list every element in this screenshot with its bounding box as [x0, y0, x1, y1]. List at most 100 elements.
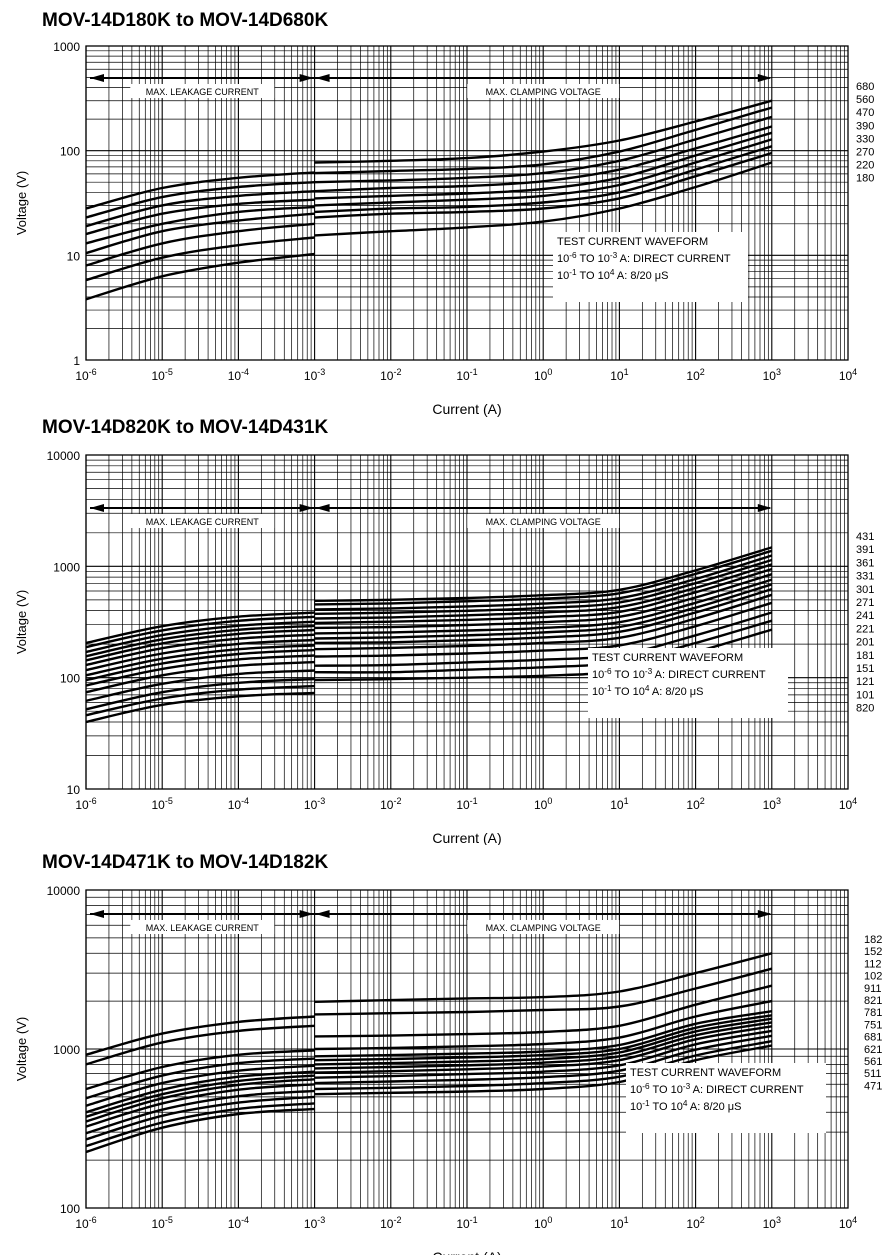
x-tick-label: 10-2	[380, 1215, 401, 1231]
series-label: 121	[856, 676, 874, 688]
series-line-621-clamping	[314, 1029, 773, 1079]
arrowhead	[90, 910, 104, 918]
series-line-220-clamping	[314, 151, 773, 219]
series-line-911-clamping	[314, 1010, 772, 1058]
series-line-361-clamping	[314, 558, 773, 615]
series-label: 221	[856, 623, 874, 635]
series-label: 561	[864, 1056, 882, 1068]
note-line-2: 10-6 TO 10-3 A: DIRECT CURRENT	[630, 1082, 804, 1097]
y-tick-label: 100	[60, 145, 80, 159]
x-tick-label: 10-3	[304, 796, 325, 812]
grid	[85, 454, 849, 790]
series-line-241-clamping	[314, 578, 773, 635]
series-label: 181	[856, 650, 874, 662]
y-axis: 10 100 1000 10000 Voltage (V)	[14, 449, 80, 797]
series-line-270-clamping	[314, 145, 773, 214]
x-tick-label: 10-5	[152, 367, 173, 383]
series-line-680-clamping	[314, 106, 773, 175]
y-tick-label: 1000	[53, 1043, 80, 1057]
label-bg	[130, 514, 275, 528]
series-label: 220	[856, 160, 874, 172]
series-line-391-clamping	[314, 554, 773, 611]
series-line-511-leakage	[85, 1102, 315, 1148]
clamping-region-label: MAX. CLAMPING VOLTAGE	[486, 517, 601, 527]
series-line-112-leakage	[85, 1049, 315, 1091]
note-line-3: 10-1 TO 104 A: 8/20 μS	[592, 684, 703, 699]
chart-panel-2: MOV-14D820K to MOV-14D431K MAX. LEAKAGE …	[0, 415, 883, 845]
series-line-201-leakage	[85, 654, 315, 687]
series-group	[85, 952, 773, 1154]
plot-frame	[85, 454, 849, 790]
series-line-top-leakage	[85, 171, 315, 210]
series-label: 201	[856, 637, 874, 649]
y-axis: 1 10 100 1000 Voltage (V)	[14, 40, 80, 368]
series-line-121-clamping	[314, 611, 773, 667]
series-label: 820	[856, 703, 874, 715]
x-axis-label: Current (A)	[432, 1249, 501, 1255]
series-line-181-leakage	[85, 660, 315, 694]
arrowhead	[90, 504, 104, 512]
note-line-2: 10-6 TO 10-3 A: DIRECT CURRENT	[592, 667, 766, 682]
x-tick-label: 103	[763, 367, 781, 383]
series-label: 390	[856, 120, 874, 132]
arrowhead	[315, 910, 330, 918]
series-label: 152	[864, 946, 882, 958]
chart-panel-3: MOV-14D471K to MOV-14D182K MAX. LEAKAGE …	[0, 850, 883, 1255]
series-line-102-leakage	[85, 1057, 315, 1100]
test-waveform-note: TEST CURRENT WAVEFORM 10-6 TO 10-3 A: DIR…	[553, 232, 748, 302]
chart-title: MOV-14D471K to MOV-14D182K	[42, 852, 329, 873]
note-line-1: TEST CURRENT WAVEFORM	[630, 1067, 781, 1079]
series-line-681-leakage	[85, 1083, 315, 1128]
series-label: 180	[856, 173, 874, 185]
series-label: 681	[864, 1032, 882, 1044]
arrowhead	[757, 910, 772, 918]
series-line-112-clamping	[314, 984, 773, 1038]
x-axis: 10-6 10-5 10-4 10-3 10-2 10-1 100 101 102 103 104 C…	[75, 1215, 857, 1255]
series-line-560-leakage	[85, 190, 315, 228]
note-line-3: 10-1 TO 104 A: 8/20 μS	[557, 268, 668, 283]
y-tick-label: 1	[73, 354, 80, 368]
series-line-102-clamping	[314, 999, 773, 1051]
series-label: 751	[864, 1019, 882, 1031]
label-bg	[130, 84, 275, 98]
note-bg	[588, 648, 788, 718]
series-label: 560	[856, 94, 874, 106]
series-label: 470	[856, 107, 874, 119]
y-tick-label: 1000	[53, 40, 80, 54]
x-tick-label: 10-6	[75, 367, 96, 383]
x-tick-label: 10-6	[75, 1215, 96, 1231]
test-waveform-note: TEST CURRENT WAVEFORM 10-6 TO 10-3 A: DIR…	[626, 1063, 826, 1133]
y-axis-label: Voltage (V)	[14, 1017, 29, 1081]
note-bg	[553, 232, 748, 302]
series-line-221-leakage	[85, 648, 315, 682]
series-label: 781	[864, 1007, 882, 1019]
chart-title: MOV-14D180K to MOV-14D680K	[42, 10, 329, 31]
series-line-821-leakage	[85, 1070, 315, 1114]
series-label: 391	[856, 544, 874, 556]
x-axis-label: Current (A)	[432, 401, 501, 417]
chart-title: MOV-14D820K to MOV-14D431K	[42, 417, 329, 438]
series-line-152-clamping	[314, 967, 773, 1016]
y-tick-label: 100	[60, 1202, 80, 1216]
series-label: 271	[856, 597, 874, 609]
x-tick-label: 10-5	[152, 1215, 173, 1231]
note-line-1: TEST CURRENT WAVEFORM	[592, 652, 743, 664]
y-tick-label: 10000	[47, 884, 81, 898]
series-label: 331	[856, 571, 874, 583]
series-label: 511	[864, 1068, 882, 1080]
x-tick-label: 10-3	[304, 367, 325, 383]
series-line-681-clamping	[314, 1025, 772, 1074]
y-axis-label: Voltage (V)	[14, 590, 29, 654]
series-line-621-leakage	[85, 1089, 315, 1135]
series-label: 182	[864, 934, 882, 946]
x-tick-label: 10-4	[228, 1215, 249, 1231]
series-line-271-leakage	[85, 638, 315, 672]
region-arrows: MAX. LEAKAGE CURRENT MAX. CLAMPING VOLTAG…	[90, 74, 772, 98]
series-line-152-leakage	[85, 1024, 315, 1066]
note-line-2: 10-6 TO 10-3 A: DIRECT CURRENT	[557, 251, 731, 266]
series-line-301-clamping	[314, 567, 773, 625]
series-label: 330	[856, 133, 874, 145]
series-line-390-clamping	[314, 131, 773, 200]
arrowhead	[315, 74, 330, 82]
